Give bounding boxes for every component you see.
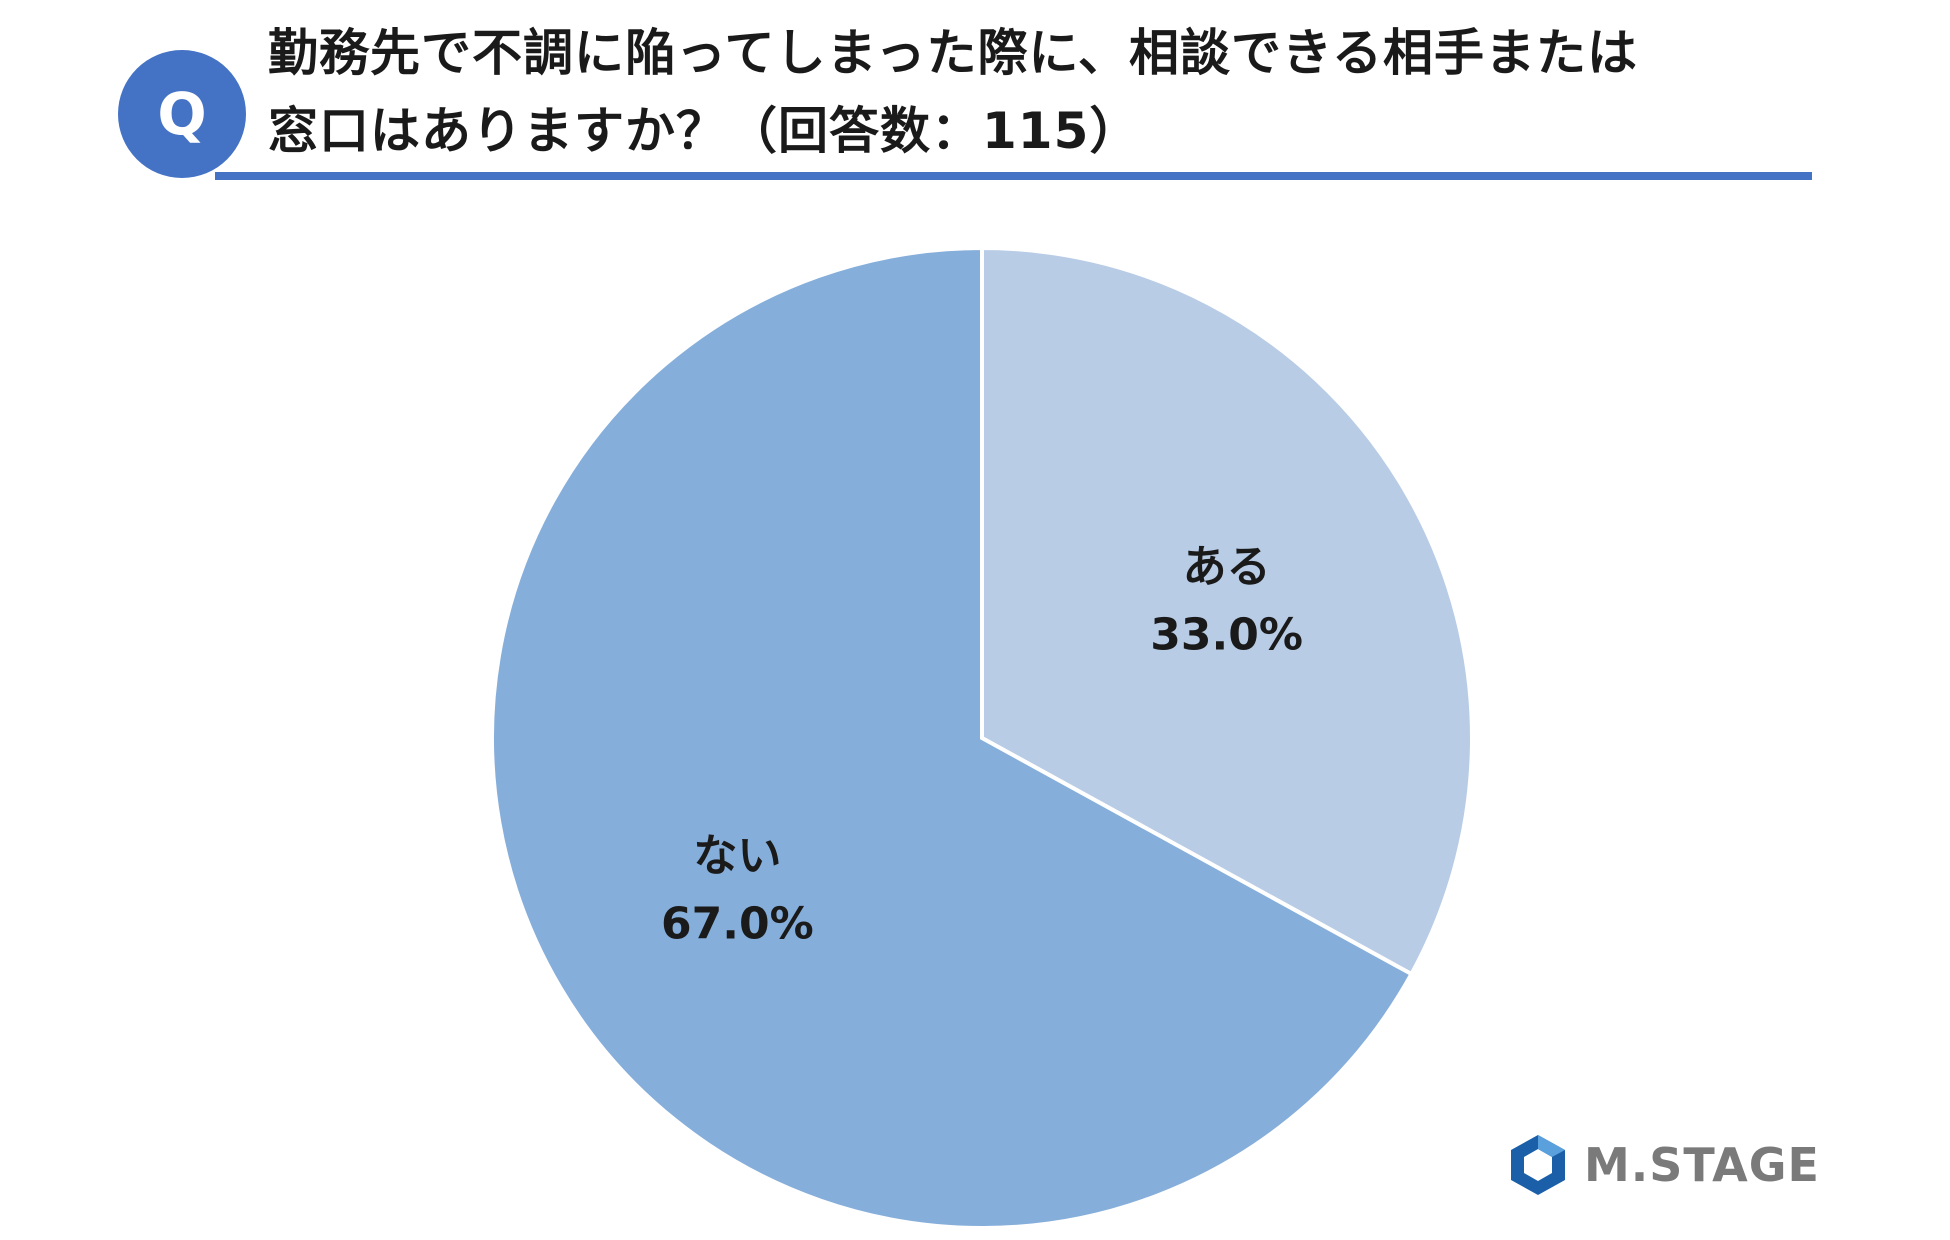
question-badge: Q	[118, 50, 246, 178]
slice-category-label: ない	[693, 831, 781, 882]
question-title-line-2: 窓口はありますか？（回答数：115）	[268, 102, 1141, 160]
pie-slices	[490, 245, 1474, 1230]
slice-category-label: ある	[1183, 541, 1271, 592]
question-badge-label: Q	[157, 80, 207, 148]
pie-slice-1	[980, 245, 1474, 977]
title-underline	[215, 172, 1812, 180]
logo: M.STAGE	[1508, 1130, 1820, 1200]
question-title-line-1: 勤務先で不調に陥ってしまった際に、相談できる相手または	[268, 24, 1638, 82]
question-title: 勤務先で不調に陥ってしまった際に、相談できる相手または 窓口はありますか？（回答…	[268, 14, 1828, 170]
slice-value-label: 33.0%	[1150, 609, 1303, 660]
logo-text: M.STAGE	[1584, 1138, 1820, 1192]
pie-labels: ある 33.0% ない 67.0%	[661, 541, 1303, 949]
slice-value-label: 67.0%	[661, 899, 814, 950]
pie-slice-2	[490, 245, 1415, 1230]
hexagon-logo-icon	[1511, 1135, 1565, 1195]
